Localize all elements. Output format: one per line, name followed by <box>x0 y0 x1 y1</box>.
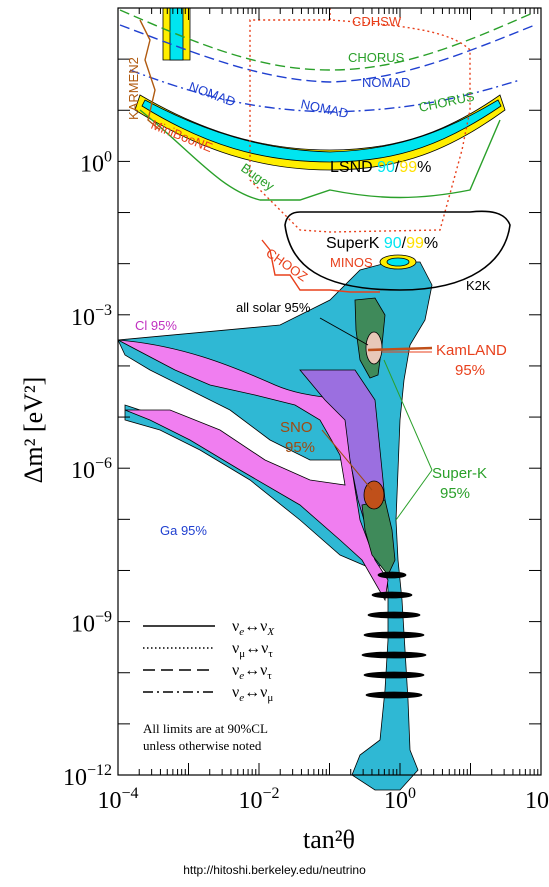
chorus-curve <box>119 9 536 71</box>
oscillation-lobes <box>361 571 427 699</box>
label-superk-main: SuperK 90/99% <box>326 235 438 252</box>
legend-entry-2: νμ↔ντ <box>232 640 273 660</box>
source-credit: http://hitoshi.berkeley.edu/neutrino <box>183 863 366 877</box>
label-lsnd-name: LSND <box>330 159 377 176</box>
legend-entry-1-arrow: ↔ <box>244 618 260 635</box>
legend-entry-3: νe↔ντ <box>232 662 272 682</box>
label-sno-pct: 95% <box>285 439 315 456</box>
label-superk-90: 90 <box>384 235 402 252</box>
solar-region-low <box>361 499 396 576</box>
y-tick-label: 10−3 <box>71 302 112 331</box>
lsnd-99-band <box>134 94 506 171</box>
label-superk-99: 99 <box>406 235 424 252</box>
legend-entry-4-nu: ν <box>232 684 239 701</box>
label-lsnd-sep: / <box>395 159 400 176</box>
label-lsnd-pct: % <box>417 159 431 176</box>
legend-entry-1: νe↔νX <box>232 618 275 638</box>
label-superk-sep: / <box>402 235 407 252</box>
legend-entry-3-arrow: ↔ <box>244 662 260 679</box>
legend-entry-1-sub1: e <box>239 626 244 638</box>
y-tick-label: 100 <box>80 148 112 177</box>
legend-entry-4-sub1: e <box>239 692 244 704</box>
label-nomad-3: NOMAD <box>299 96 349 121</box>
annotation-pointers <box>319 317 433 521</box>
sno-blob <box>363 480 385 510</box>
kamland-blob <box>365 331 383 365</box>
superk-curve <box>284 210 511 291</box>
legend-entry-1-nu2: ν <box>260 618 267 635</box>
legend: νe↔νX νμ↔ντ νe↔ντ νe↔νμ All limits are a… <box>143 618 275 753</box>
label-ga: Ga 95% <box>160 523 207 538</box>
legend-entry-3-nu: ν <box>232 662 239 679</box>
legend-entry-3-sub2: τ <box>267 670 272 682</box>
label-karmen2: KARMEN2 <box>126 57 141 120</box>
x-tick-label: 10−2 <box>238 785 279 814</box>
label-superk: Super-K <box>432 465 487 482</box>
kamland-line <box>367 346 433 352</box>
legend-entry-4-arrow: ↔ <box>244 684 260 701</box>
y-axis-title: Δm² [eV²] <box>19 377 48 484</box>
label-superk-pct: 95% <box>440 485 470 502</box>
allowed-regions <box>117 7 506 791</box>
legend-entry-3-sub1: e <box>239 670 244 682</box>
label-lsnd-99: 99 <box>399 159 417 176</box>
exclusion-curves <box>119 8 536 293</box>
x-axis-ticks: 10−4 10−2 100 102 <box>97 8 549 814</box>
label-chorus: CHORUS <box>348 50 405 65</box>
note-line-1: All limits are at 90%CL <box>143 721 268 736</box>
cdhsw-curve <box>249 8 471 233</box>
label-lsnd-90: 90 <box>377 159 395 176</box>
label-cl: Cl 95% <box>135 318 177 333</box>
y-tick-label: 10−6 <box>71 455 112 484</box>
chorus-green-curve <box>139 109 501 201</box>
label-chorus-2: CHORUS <box>418 88 477 114</box>
y-axis-ticks: 10−12 10−9 10−6 10−3 100 <box>63 58 541 791</box>
label-nomad-2: NOMAD <box>187 79 238 110</box>
label-cdhsw: CDHSW <box>352 14 402 29</box>
chooz-curve <box>261 239 380 293</box>
x-axis-title: tan²θ <box>303 825 355 854</box>
legend-entry-4-sub2: μ <box>267 692 273 704</box>
legend-entry-2-nu2: ν <box>261 640 268 657</box>
legend-entry-2-arrow: ↔ <box>245 640 261 657</box>
label-lsnd: LSND 90/99% <box>330 159 431 176</box>
x-tick-label: 10−4 <box>97 785 138 814</box>
label-sno: SNO <box>280 419 313 436</box>
label-minos: MINOS <box>330 255 373 270</box>
label-kamland: KamLAND <box>436 342 507 359</box>
legend-entry-4-nu2: ν <box>260 684 267 701</box>
x-tick-label: 100 <box>384 785 416 814</box>
label-kamland-pct: 95% <box>455 362 485 379</box>
lsnd-90-band <box>141 99 502 163</box>
label-k2k: K2K <box>466 278 491 293</box>
label-all-solar: all solar 95% <box>236 300 311 315</box>
legend-entry-1-nu: ν <box>232 618 239 635</box>
note-line-2: unless otherwise noted <box>143 738 262 753</box>
label-superk-name: SuperK <box>326 235 384 252</box>
legend-entry-2-nu: ν <box>232 640 239 657</box>
minos-island-inner <box>386 257 410 267</box>
legend-entry-3-nu2: ν <box>260 662 267 679</box>
nomad-curve <box>119 24 536 83</box>
y-tick-label: 10−9 <box>71 609 112 638</box>
legend-entry-2-sub2: τ <box>268 648 273 660</box>
legend-entry-4: νe↔νμ <box>232 684 273 704</box>
label-nomad-1: NOMAD <box>362 75 410 90</box>
label-superk-pct: % <box>424 235 438 252</box>
legend-entry-1-sub2: X <box>266 626 275 638</box>
x-tick-label: 102 <box>525 785 549 814</box>
y-tick-label: 10−12 <box>63 762 112 791</box>
legend-entry-2-sub1: μ <box>239 648 245 660</box>
karmen-curve <box>139 19 161 131</box>
